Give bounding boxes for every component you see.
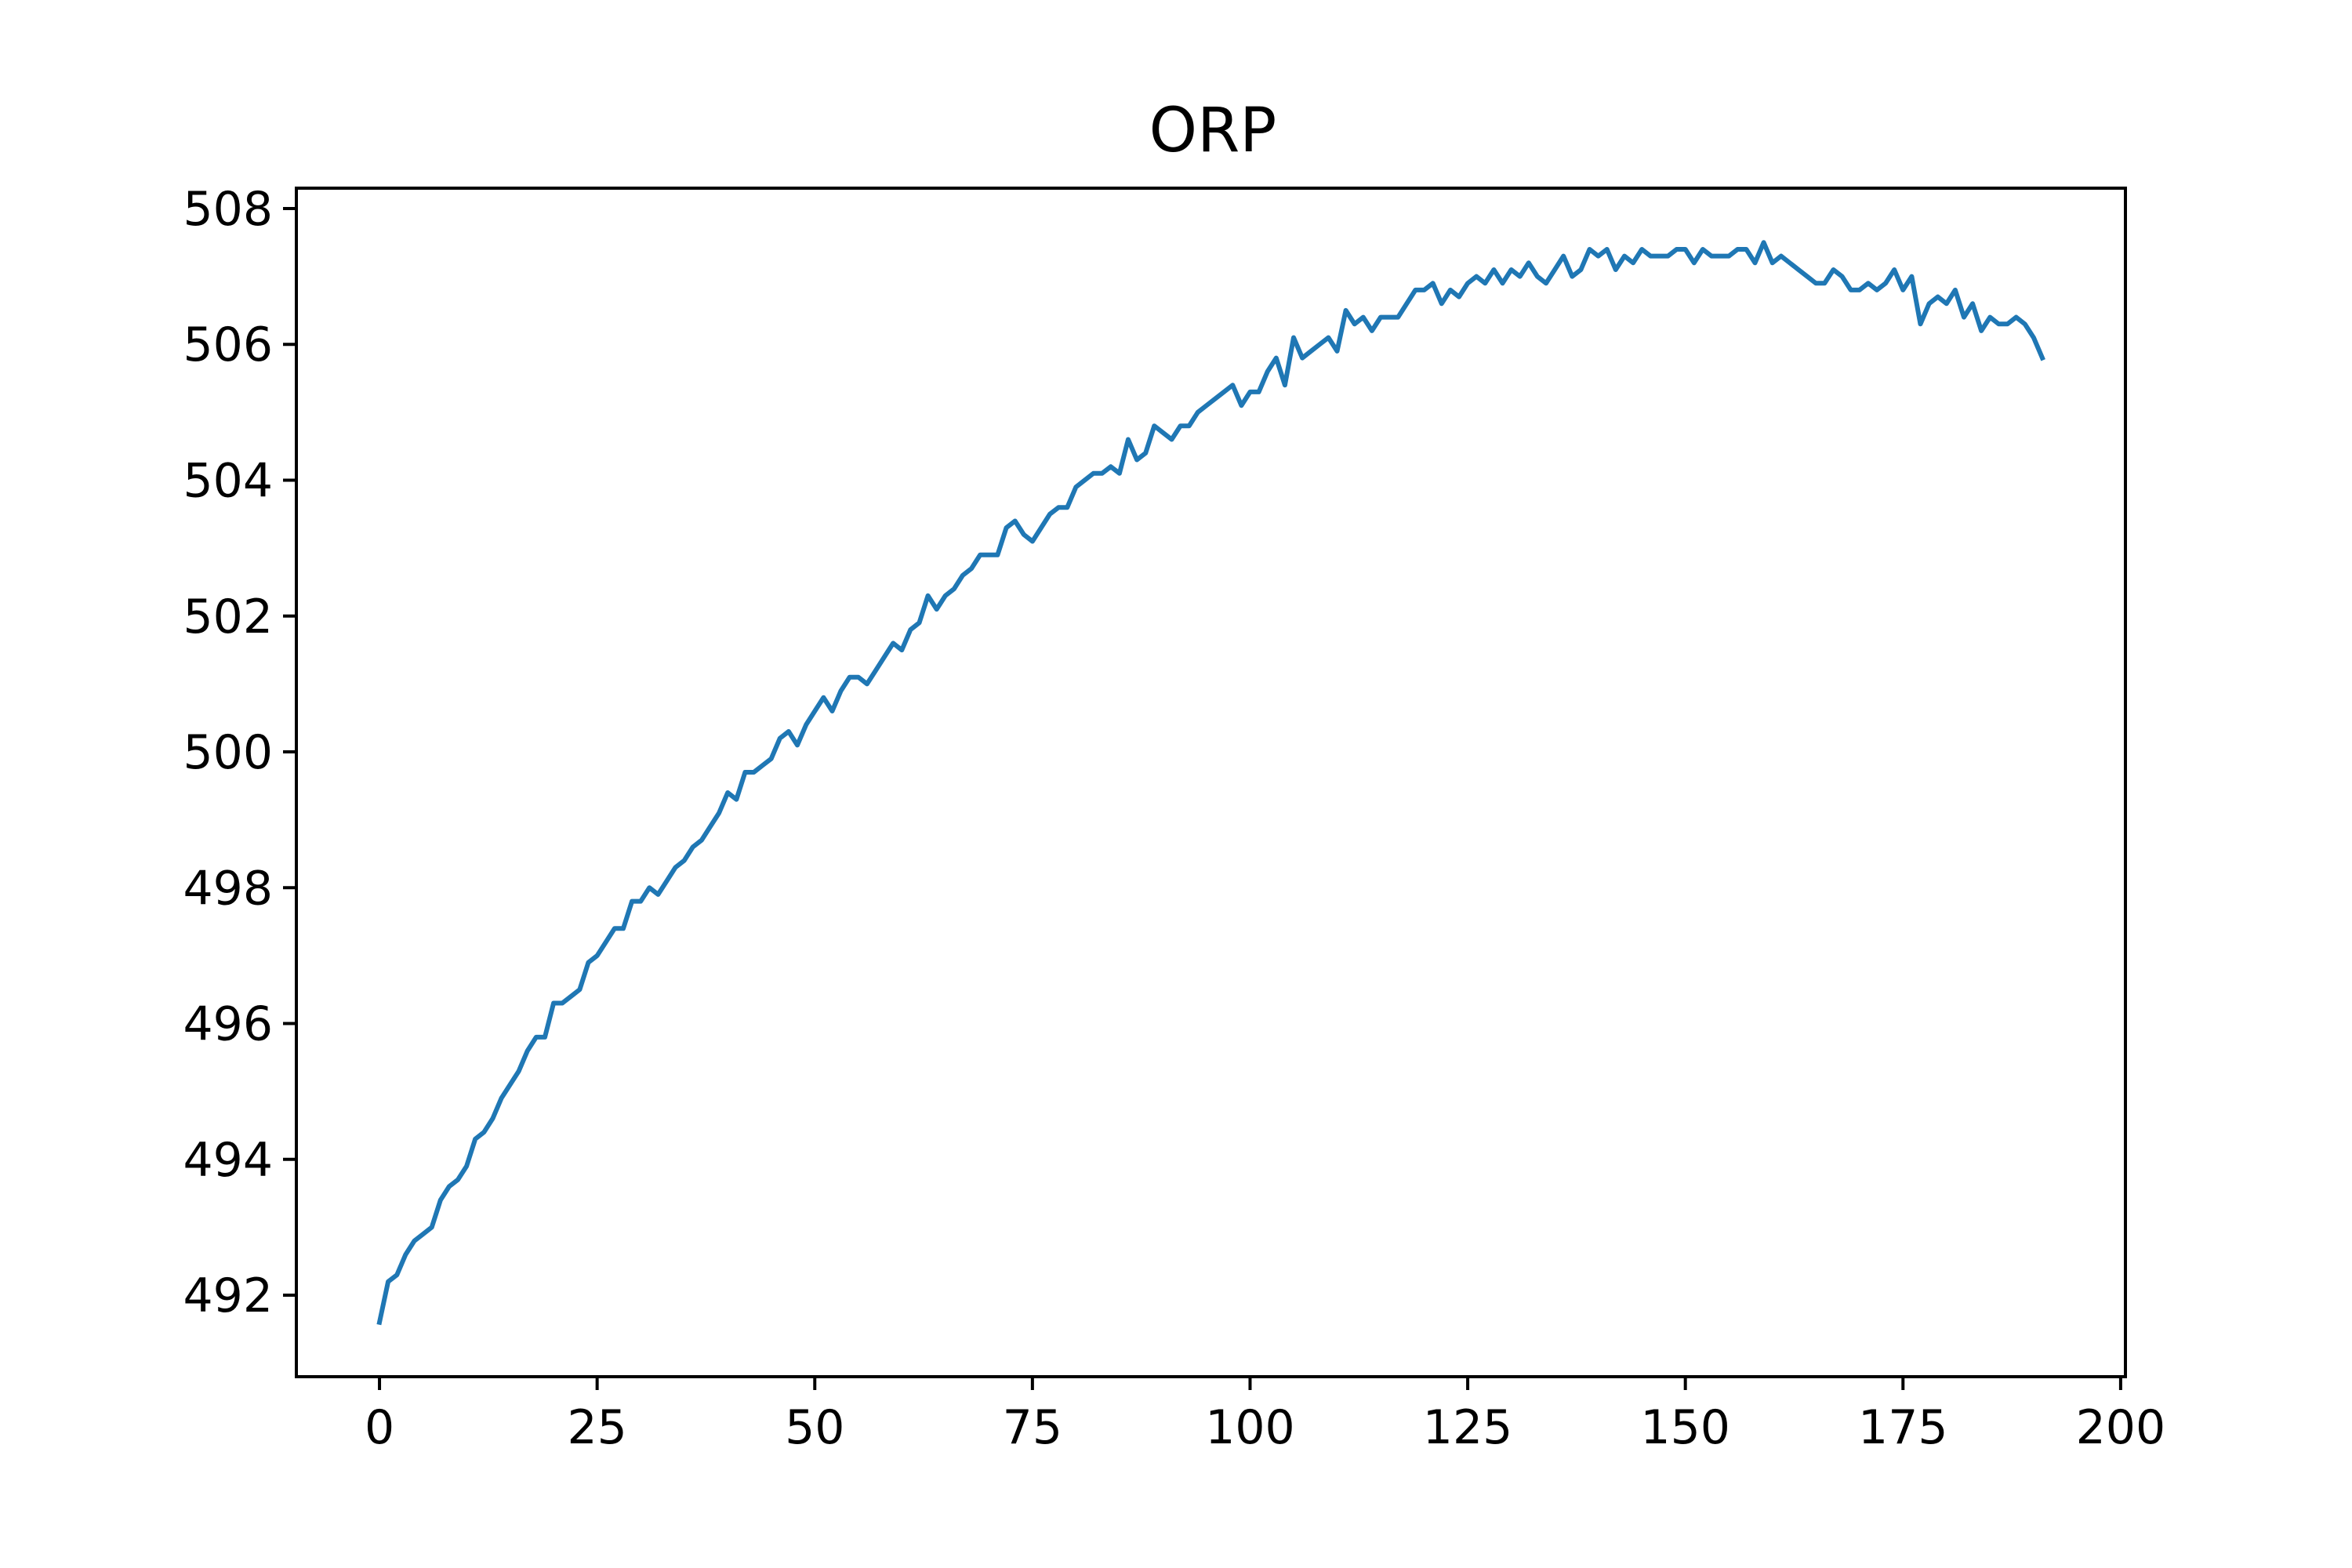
y-tick-label: 492 — [183, 1269, 273, 1323]
x-tick-label: 200 — [2076, 1400, 2166, 1455]
x-axis: 0 25 50 75 100 125 150 175 200 — [365, 1377, 2165, 1455]
x-tick-label: 125 — [1423, 1400, 1513, 1455]
y-tick-label: 508 — [183, 182, 273, 237]
y-tick-label: 496 — [183, 997, 273, 1052]
y-tick-label: 506 — [183, 318, 273, 372]
x-tick-label: 0 — [365, 1400, 394, 1455]
x-tick-label: 100 — [1205, 1400, 1295, 1455]
x-tick-label: 25 — [567, 1400, 626, 1455]
y-tick-label: 504 — [183, 454, 273, 509]
y-axis: 492 494 496 498 500 502 504 506 508 — [183, 182, 296, 1323]
x-tick-label: 175 — [1858, 1400, 1948, 1455]
x-tick-label: 150 — [1640, 1400, 1730, 1455]
y-tick-label: 502 — [183, 590, 273, 644]
y-tick-label: 500 — [183, 725, 273, 780]
y-tick-label: 498 — [183, 861, 273, 916]
series-line-0 — [376, 240, 2045, 1326]
x-tick-label: 75 — [1003, 1400, 1062, 1455]
x-tick-label: 50 — [785, 1400, 844, 1455]
axes-frame — [295, 187, 2127, 1378]
plot-area — [376, 240, 2045, 1326]
y-tick-label: 494 — [183, 1133, 273, 1188]
chart-title: ORP — [1149, 96, 1277, 166]
